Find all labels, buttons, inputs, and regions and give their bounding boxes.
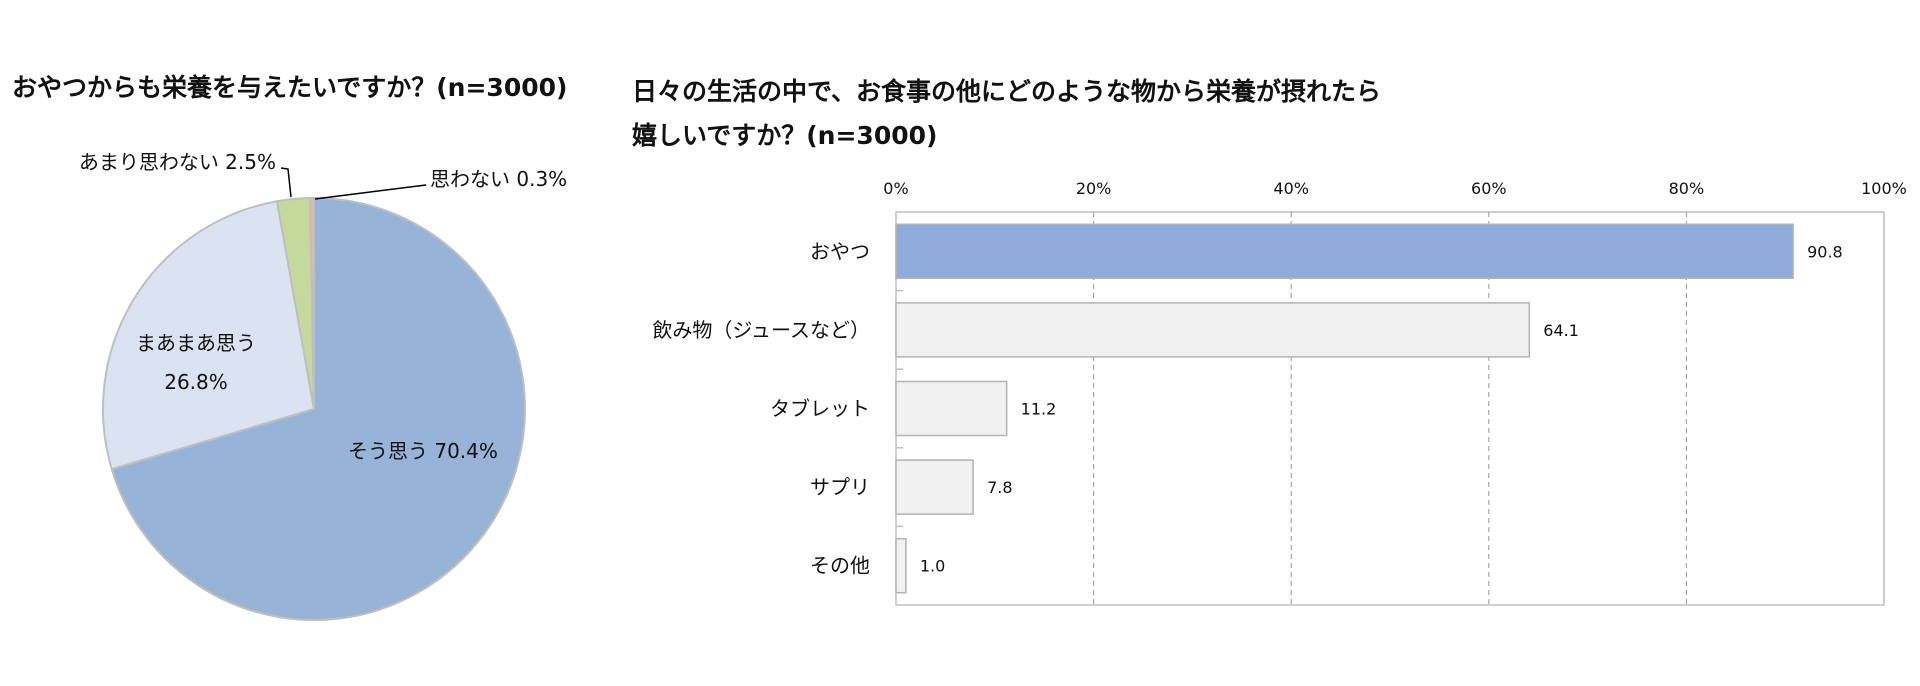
value-label-0: 90.8 [1807, 242, 1843, 261]
x-tick-label-2: 40% [1273, 179, 1309, 198]
bar-0 [895, 223, 1794, 280]
bar-chart-title-line2: 嬉しいですか？(n=3000) [632, 121, 938, 150]
pie-slice-1 [102, 200, 316, 471]
category-label-4: その他 [810, 554, 870, 578]
bar-1 [895, 302, 1531, 358]
x-tick-label-4: 80% [1669, 179, 1705, 198]
bar-4 [895, 537, 907, 594]
bar-chart-title: 日々の生活の中で、お食事の他にどのような物から栄養が摂れたら 嬉しいですか？(n… [632, 70, 1381, 158]
x-tick-label-3: 60% [1471, 179, 1507, 198]
pie-slice-0 [110, 196, 526, 621]
x-tick-label-5: 100% [1861, 179, 1907, 198]
pie-label-omowanai: 思わない 0.3% [430, 167, 567, 191]
value-label-2: 11.2 [1021, 400, 1057, 419]
pie-label-amari-omowanai: あまり思わない 2.5% [79, 150, 276, 174]
pie-chart [102, 196, 526, 621]
bar-2 [895, 380, 1008, 437]
value-label-3: 7.8 [987, 478, 1012, 497]
category-label-1: 飲み物（ジュースなど） [652, 318, 870, 342]
bar-3 [895, 459, 974, 515]
pie-labels: そう思う 70.4% まあまあ思う 26.8% あまり思わない 2.5% 思わな… [79, 150, 567, 463]
bar-chart-title-line1: 日々の生活の中で、お食事の他にどのような物から栄養が摂れたら [632, 77, 1382, 106]
pie-label-maamaa-line2: 26.8% [164, 370, 228, 394]
bar-chart: 0% 20% 40% 60% 80% 100% おやつ 90.8 飲み物（ジュースなど） 64.1… [652, 179, 1907, 606]
value-label-1: 64.1 [1543, 321, 1579, 340]
category-label-2: タブレット [770, 397, 870, 421]
value-label-4: 1.0 [920, 557, 945, 576]
pie-leader-line-amari [280, 167, 292, 198]
x-tick-label-1: 20% [1076, 179, 1112, 198]
category-label-3: サプリ [810, 475, 870, 499]
pie-label-maamaa-line1: まあまあ思う [136, 331, 256, 355]
x-tick-label-0: 0% [883, 179, 908, 198]
category-label-0: おやつ [810, 239, 870, 263]
pie-label-sou-omou: そう思う 70.4% [348, 439, 498, 463]
pie-slice-3 [309, 196, 315, 410]
pie-leader-line-omowanai [314, 184, 427, 200]
pie-chart-title: おやつからも栄養を与えたいですか？(n=3000) [12, 73, 568, 102]
